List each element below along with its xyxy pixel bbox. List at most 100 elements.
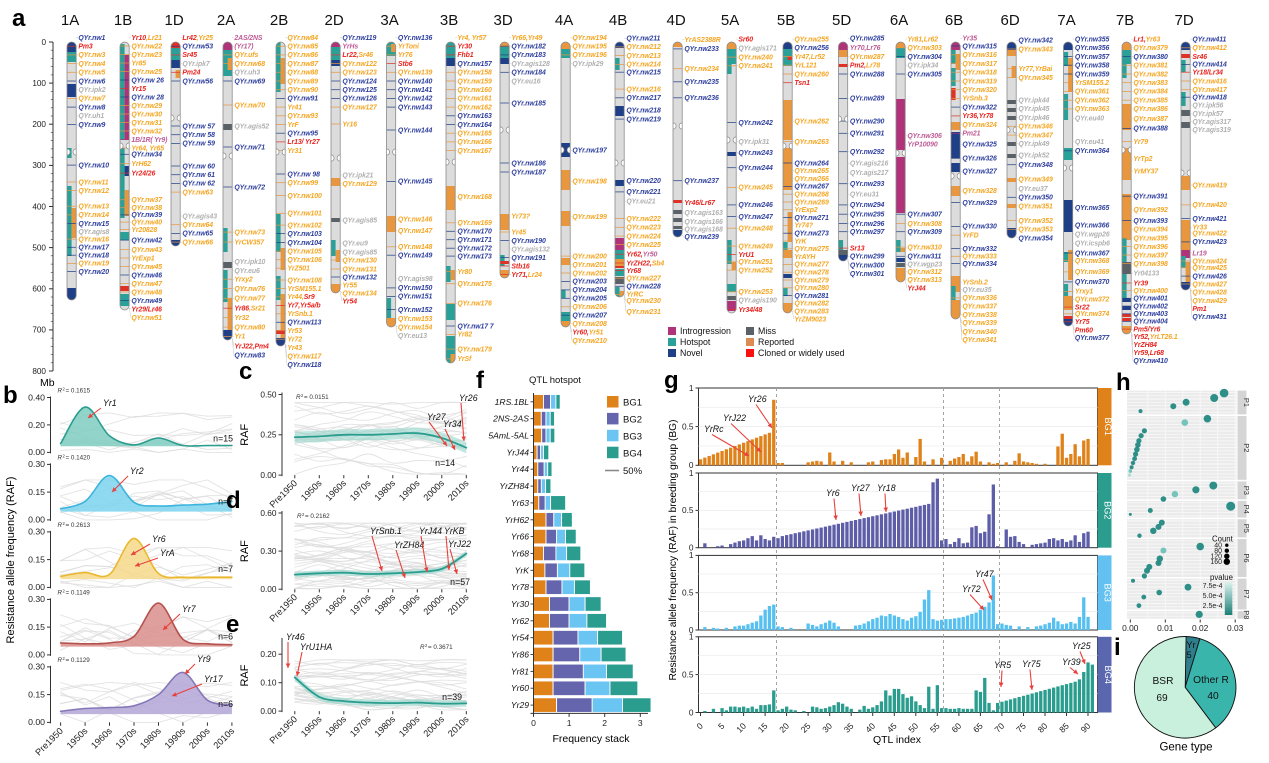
svg-text:QYr.nw242: QYr.nw242 (738, 120, 773, 127)
svg-text:Pm24: Pm24 (182, 70, 200, 77)
svg-text:QYr.nw183: QYr.nw183 (511, 52, 546, 59)
svg-text:n=6: n=6 (218, 699, 233, 709)
svg-text:QYr.nw324: QYr.nw324 (962, 122, 997, 129)
svg-text:Hotspot: Hotspot (680, 337, 711, 347)
svg-text:QYr.ipk44: QYr.ipk44 (1018, 98, 1049, 105)
svg-text:QYr.agis171: QYr.agis171 (738, 46, 777, 53)
svg-text:QYr.nw205: QYr.nw205 (572, 296, 607, 303)
svg-text:QYr.nw89: QYr.nw89 (287, 78, 318, 85)
svg-text:Pm60: Pm60 (1075, 328, 1093, 335)
svg-text:YrExp2: YrExp2 (794, 207, 817, 214)
svg-text:1B: 1B (114, 12, 132, 29)
svg-text:e: e (226, 611, 239, 638)
svg-text:1A: 1A (61, 12, 79, 29)
svg-text:QYr.nw64: QYr.nw64 (182, 222, 213, 229)
svg-text:QYr.nw 60: QYr.nw 60 (182, 163, 215, 170)
svg-text:0.30: 0.30 (28, 459, 45, 469)
svg-text:Yr34: Yr34 (443, 419, 462, 429)
svg-text:QYr.agis168: QYr.agis168 (684, 227, 723, 234)
svg-text:2: 2 (63, 656, 66, 661)
svg-text:YrJ44: YrJ44 (907, 286, 926, 293)
svg-text:QYr.nw158: QYr.nw158 (457, 70, 492, 77)
svg-text:Yr75: Yr75 (1022, 659, 1041, 669)
svg-text:QYr.nw118: QYr.nw118 (287, 362, 321, 369)
svg-text:Yr44: Yr44 (511, 464, 529, 474)
svg-text:Yr72: Yr72 (287, 337, 302, 344)
svg-text:QYr.nw106: QYr.nw106 (287, 257, 322, 264)
svg-text:QYr.nw299: QYr.nw299 (850, 254, 885, 261)
svg-text:QYr.nw341: QYr.nw341 (962, 337, 997, 344)
svg-text:YrSM155.2: YrSM155.2 (1075, 80, 1109, 87)
svg-text:YrZH84: YrZH84 (394, 540, 424, 550)
svg-text:QYr.nw369: QYr.nw369 (1075, 269, 1110, 276)
svg-text:QYr.nw84: QYr.nw84 (287, 35, 318, 42)
svg-text:QYr.ipk10: QYr.ipk10 (234, 259, 265, 266)
svg-text:BG4: BG4 (623, 448, 642, 459)
svg-text:QYr.nw100: QYr.nw100 (287, 193, 322, 200)
svg-text:0.50: 0.50 (260, 389, 277, 399)
svg-text:QYr.nw 58: QYr.nw 58 (182, 132, 215, 139)
svg-text:QYr.nw186: QYr.nw186 (511, 160, 546, 167)
svg-text:2.5e-4: 2.5e-4 (1203, 603, 1223, 610)
svg-text:QYr.nw351: QYr.nw351 (1018, 203, 1053, 210)
svg-text:QYr.nw340: QYr.nw340 (962, 329, 997, 336)
svg-text:QYr.nw356: QYr.nw356 (1075, 45, 1110, 52)
svg-text:2: 2 (63, 588, 66, 593)
svg-text:QYr.nw221: QYr.nw221 (626, 189, 661, 196)
svg-text:QYr.nw293: QYr.nw293 (850, 181, 885, 188)
svg-text:QYr.nw275: QYr.nw275 (794, 246, 829, 253)
svg-text:QYr.nw355: QYr.nw355 (1075, 36, 1110, 43)
svg-text:0.03: 0.03 (1227, 623, 1244, 633)
svg-text:700: 700 (32, 326, 46, 335)
svg-text:6A: 6A (890, 12, 908, 29)
svg-text:QYr.nw277: QYr.nw277 (794, 262, 830, 269)
svg-text:QYr.nw240: QYr.nw240 (738, 54, 773, 61)
svg-text:QYr.nw414: QYr.nw414 (1192, 62, 1227, 69)
svg-text:R: R (58, 454, 63, 461)
svg-text:100: 100 (32, 79, 46, 88)
svg-text:QYr.eu35: QYr.eu35 (962, 287, 991, 294)
svg-text:QYr.nw354: QYr.nw354 (1018, 235, 1053, 242)
svg-text:QYr.agis128: QYr.agis128 (511, 61, 550, 68)
svg-text:50%: 50% (623, 466, 643, 477)
svg-text:QYr.nw15: QYr.nw15 (78, 221, 109, 228)
svg-text:QYr.eu40: QYr.eu40 (1075, 116, 1104, 123)
svg-text:QYr.uh1: QYr.uh1 (78, 113, 104, 120)
svg-text:QYr.nw12: QYr.nw12 (78, 188, 109, 195)
svg-text:QYr.nw71: QYr.nw71 (234, 144, 265, 151)
svg-text:QYr.nw418: QYr.nw418 (1192, 95, 1227, 102)
svg-text:QYr.nw329: QYr.nw329 (962, 200, 997, 207)
svg-text:0.30: 0.30 (28, 594, 45, 604)
svg-text:BG2: BG2 (1103, 501, 1113, 519)
svg-text:= 0.1420: = 0.1420 (66, 454, 91, 461)
svg-text:Sr45: Sr45 (182, 52, 197, 59)
svg-text:Pm5/Yr6: Pm5/Yr6 (1133, 326, 1160, 333)
svg-text:QYr.ufs: QYr.ufs (234, 52, 258, 59)
svg-text:QYr.nw394: QYr.nw394 (1133, 227, 1168, 234)
svg-text:Lr42,Yr25: Lr42,Yr25 (182, 35, 213, 42)
svg-text:Yr74?: Yr74? (794, 223, 814, 230)
svg-text:Yr79: Yr79 (1133, 139, 1148, 146)
svg-text:YrToni: YrToni (398, 44, 420, 51)
svg-text:1: 1 (689, 383, 694, 393)
svg-text:QYr.nw391: QYr.nw391 (1133, 194, 1168, 201)
svg-text:QYr.ipk56: QYr.ipk56 (1192, 102, 1223, 109)
svg-text:5: 5 (1186, 650, 1191, 660)
svg-text:300: 300 (32, 161, 46, 170)
svg-text:QYr.nw119: QYr.nw119 (342, 35, 376, 42)
svg-text:QYr.nw68: QYr.nw68 (234, 61, 265, 68)
svg-text:QYr.nw215: QYr.nw215 (626, 70, 661, 77)
svg-text:QYr.nw199: QYr.nw199 (572, 214, 607, 221)
svg-text:Yr27: Yr27 (427, 412, 447, 422)
svg-text:0.00: 0.00 (260, 584, 277, 594)
svg-text:160: 160 (1210, 559, 1222, 566)
svg-text:0.00: 0.00 (28, 582, 45, 592)
svg-text:QYr.nw367: QYr.nw367 (1075, 250, 1111, 257)
svg-text:QYr.nw288: QYr.nw288 (850, 71, 885, 78)
svg-text:1: 1 (567, 718, 572, 728)
svg-text:QYr.nw53: QYr.nw53 (182, 44, 213, 51)
svg-text:QYr.nw295: QYr.nw295 (850, 212, 885, 219)
svg-text:QYr.nw326: QYr.nw326 (962, 156, 997, 163)
svg-text:QYr.agis98: QYr.agis98 (398, 276, 433, 283)
svg-text:QYr.nw203: QYr.nw203 (572, 279, 607, 286)
